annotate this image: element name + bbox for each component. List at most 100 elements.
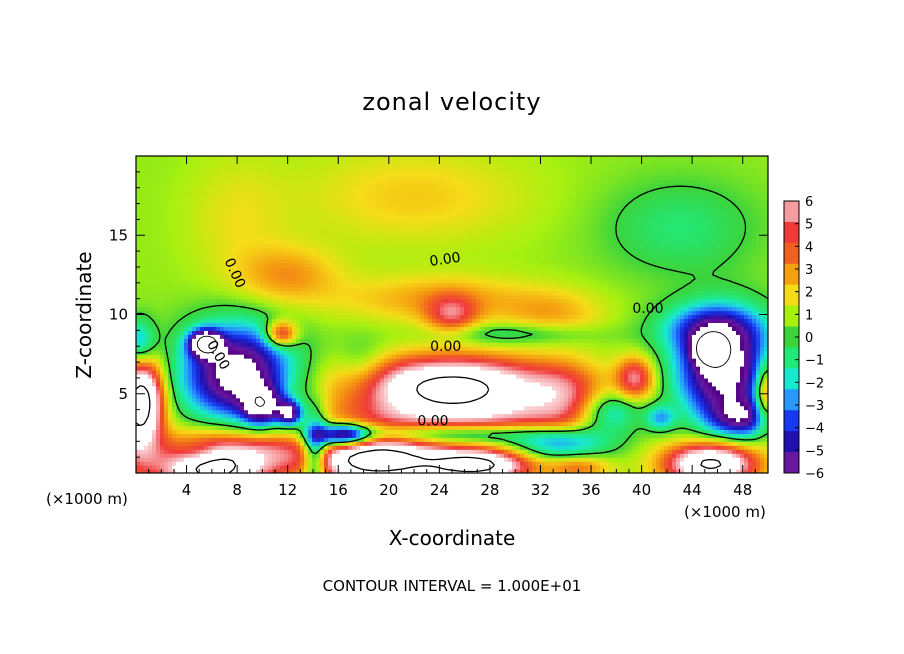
heatmap-cell (476, 393, 481, 399)
heatmap-cell (356, 362, 361, 367)
heatmap-cell (292, 362, 297, 367)
heatmap-cell (336, 362, 341, 367)
heatmap-cell (364, 445, 369, 450)
heatmap-cell (284, 362, 289, 367)
heatmap-cell (516, 437, 521, 442)
heatmap-cell (464, 393, 469, 399)
heatmap-cell (428, 449, 433, 454)
heatmap-cell (208, 445, 213, 450)
heatmap-cell (492, 441, 497, 446)
heatmap-cell (164, 429, 169, 434)
heatmap-cell (184, 393, 189, 399)
heatmap-cell (732, 397, 737, 403)
heatmap-cell (316, 362, 321, 367)
heatmap-cell (228, 433, 233, 438)
heatmap-cell (216, 385, 221, 391)
heatmap-cell (232, 421, 237, 427)
heatmap-cell (740, 362, 745, 367)
heatmap-cell (512, 369, 517, 375)
heatmap-cell (148, 469, 153, 473)
heatmap-cell (308, 373, 313, 379)
heatmap-cell (204, 346, 209, 351)
heatmap-cell (496, 350, 501, 355)
heatmap-cell (240, 409, 245, 415)
heatmap-cell (752, 405, 757, 411)
heatmap-cell (672, 469, 677, 473)
heatmap-cell (280, 429, 285, 434)
heatmap-cell (188, 366, 193, 371)
heatmap-cell (652, 381, 657, 387)
heatmap-cell (232, 441, 237, 446)
heatmap-cell (424, 425, 429, 431)
heatmap-cell (324, 389, 329, 395)
heatmap-cell (752, 397, 757, 403)
heatmap-cell (216, 425, 221, 431)
heatmap-cell (524, 465, 529, 470)
heatmap-cell (356, 429, 361, 434)
heatmap-cell (204, 397, 209, 403)
heatmap-cell (704, 358, 709, 363)
heatmap-cell (292, 413, 297, 419)
heatmap-cell (236, 358, 241, 363)
heatmap-cell (340, 449, 345, 454)
heatmap-cell (660, 362, 665, 367)
heatmap-cell (600, 366, 605, 371)
heatmap-cell (200, 453, 205, 458)
heatmap-cell (420, 350, 425, 355)
heatmap-cell (328, 369, 333, 375)
heatmap-cell (208, 401, 213, 407)
heatmap-cell (756, 429, 761, 434)
heatmap-cell (332, 381, 337, 387)
heatmap-cell (648, 457, 653, 462)
heatmap-cell (668, 389, 673, 395)
heatmap-cell (692, 457, 697, 462)
heatmap-cell (488, 437, 493, 442)
heatmap-cell (392, 425, 397, 431)
heatmap-cell (592, 413, 597, 419)
heatmap-cell (352, 457, 357, 462)
heatmap-cell (464, 362, 469, 367)
heatmap-cell (332, 385, 337, 391)
heatmap-cell (204, 358, 209, 363)
heatmap-cell (676, 449, 681, 454)
heatmap-cell (632, 381, 637, 387)
heatmap-cell (600, 453, 605, 458)
heatmap-cell (272, 441, 277, 446)
heatmap-cell (180, 358, 185, 363)
heatmap-cell (540, 433, 545, 438)
heatmap-cell (344, 350, 349, 355)
heatmap-cell (436, 393, 441, 399)
heatmap-cell (384, 369, 389, 375)
heatmap-cell (292, 381, 297, 387)
heatmap-cell (228, 469, 233, 473)
heatmap-cell (148, 397, 153, 403)
heatmap-cell (492, 437, 497, 442)
heatmap-cell (656, 397, 661, 403)
heatmap-cell (144, 465, 149, 470)
heatmap-cell (212, 437, 217, 442)
heatmap-cell (424, 461, 429, 466)
heatmap-cell (640, 369, 645, 375)
heatmap-cell (384, 457, 389, 462)
heatmap-cell (348, 449, 353, 454)
heatmap-cell (264, 397, 269, 403)
heatmap-cell (332, 405, 337, 411)
heatmap-cell (744, 465, 749, 470)
heatmap-cell (328, 469, 333, 473)
heatmap-cell (396, 350, 401, 355)
heatmap-cell (400, 425, 405, 431)
heatmap-cell (736, 405, 741, 411)
heatmap-cell (472, 354, 477, 359)
heatmap-cell (252, 429, 257, 434)
heatmap-cell (292, 441, 297, 446)
heatmap-cell (328, 449, 333, 454)
heatmap-cell (364, 377, 369, 383)
heatmap-cell (496, 385, 501, 391)
heatmap-cell (408, 354, 413, 359)
heatmap-cell (284, 358, 289, 363)
heatmap-cell (136, 381, 141, 387)
heatmap-cell (600, 465, 605, 470)
heatmap-cell (536, 385, 541, 391)
heatmap-cell (176, 445, 181, 450)
heatmap-cell (488, 457, 493, 462)
